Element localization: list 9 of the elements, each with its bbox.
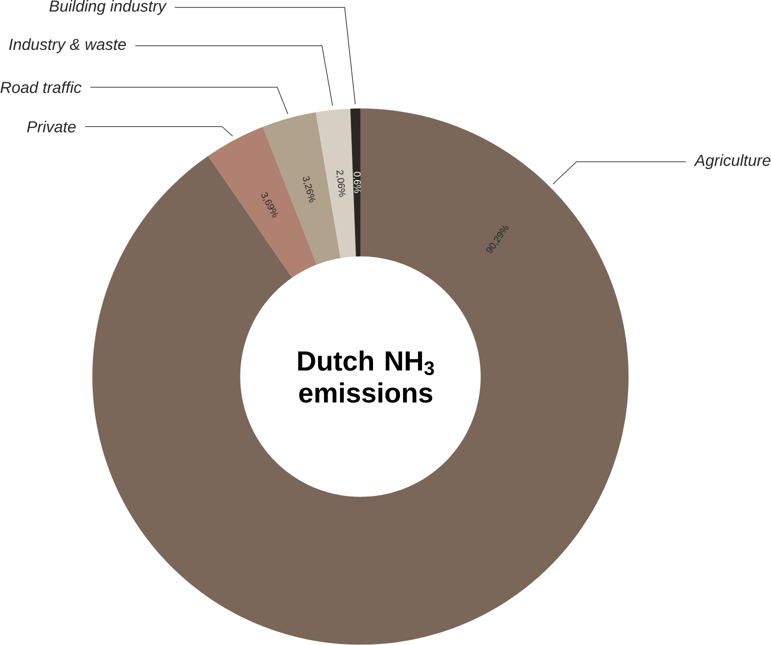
- data-label: 3,26%: [302, 176, 316, 203]
- slice-label: Industry & waste: [9, 38, 126, 54]
- slice-label: Building industry: [49, 0, 167, 16]
- slice-label: Agriculture: [694, 154, 770, 170]
- slice-label: Private: [27, 120, 76, 133]
- text: Dutch NH$_{3}$ emissions: [298, 350, 434, 403]
- data-label: 0,6%: [352, 172, 361, 194]
- data-label: 2,06%: [336, 170, 346, 197]
- slice-label: Road traffic: [0, 82, 82, 94]
